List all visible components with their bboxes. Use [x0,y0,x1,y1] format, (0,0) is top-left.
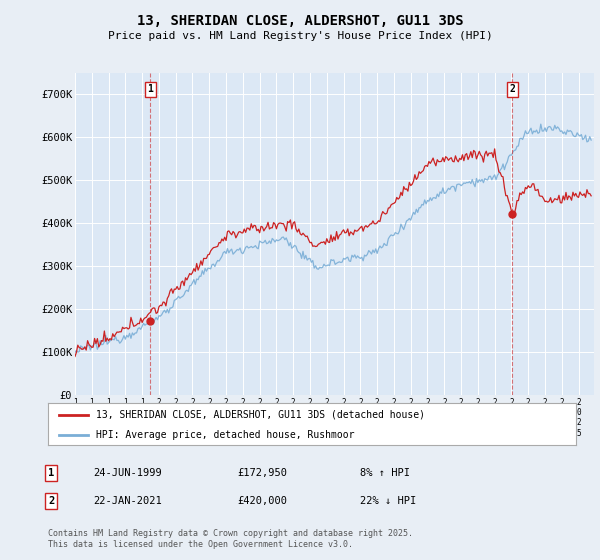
Text: 1: 1 [147,84,153,94]
Text: HPI: Average price, detached house, Rushmoor: HPI: Average price, detached house, Rush… [95,430,354,440]
Text: 2: 2 [48,496,54,506]
Text: Contains HM Land Registry data © Crown copyright and database right 2025.
This d: Contains HM Land Registry data © Crown c… [48,529,413,549]
Text: 13, SHERIDAN CLOSE, ALDERSHOT, GU11 3DS (detached house): 13, SHERIDAN CLOSE, ALDERSHOT, GU11 3DS … [95,410,425,420]
Text: 24-JUN-1999: 24-JUN-1999 [93,468,162,478]
Text: £420,000: £420,000 [237,496,287,506]
Text: 22-JAN-2021: 22-JAN-2021 [93,496,162,506]
Text: Price paid vs. HM Land Registry's House Price Index (HPI): Price paid vs. HM Land Registry's House … [107,31,493,41]
Text: 1: 1 [48,468,54,478]
Text: 8% ↑ HPI: 8% ↑ HPI [360,468,410,478]
Text: £172,950: £172,950 [237,468,287,478]
Text: 22% ↓ HPI: 22% ↓ HPI [360,496,416,506]
Text: 13, SHERIDAN CLOSE, ALDERSHOT, GU11 3DS: 13, SHERIDAN CLOSE, ALDERSHOT, GU11 3DS [137,14,463,28]
Text: 2: 2 [509,84,515,94]
